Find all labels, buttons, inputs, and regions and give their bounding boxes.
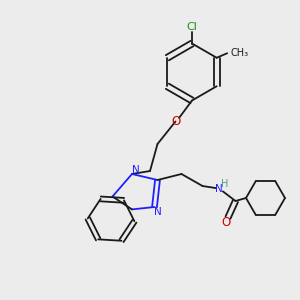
Text: N: N: [154, 207, 161, 218]
Text: CH₃: CH₃: [231, 48, 249, 58]
Text: O: O: [222, 216, 231, 230]
Text: N: N: [132, 165, 140, 176]
Text: H: H: [221, 178, 229, 189]
Text: Cl: Cl: [187, 22, 197, 32]
Text: N: N: [215, 184, 223, 194]
Text: O: O: [171, 115, 180, 128]
